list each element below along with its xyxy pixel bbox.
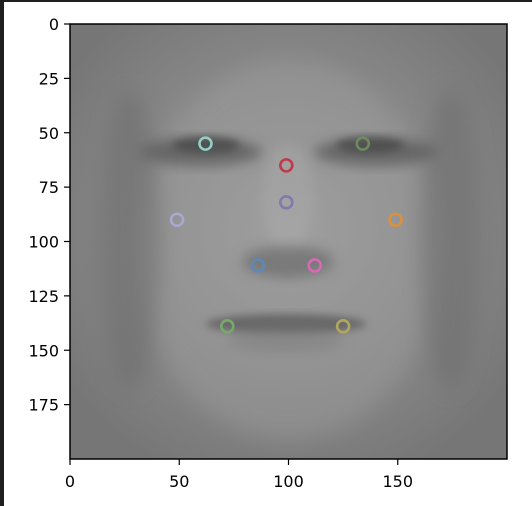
y-tick-label-1: 25 xyxy=(39,69,59,88)
y-tick-label-5: 125 xyxy=(28,287,59,306)
y-tick-label-6: 150 xyxy=(28,341,59,360)
x-tick-label-3: 150 xyxy=(382,472,413,491)
y-tick-label-2: 50 xyxy=(39,124,59,143)
y-tick-label-0: 0 xyxy=(49,15,59,34)
y-tick-label-3: 75 xyxy=(39,178,59,197)
face-image xyxy=(70,24,507,459)
y-tick-label-7: 175 xyxy=(28,396,59,415)
x-tick-label-0: 0 xyxy=(65,472,75,491)
x-tick-label-1: 50 xyxy=(169,472,189,491)
x-tick-label-2: 100 xyxy=(273,472,304,491)
y-tick-label-4: 100 xyxy=(28,233,59,252)
